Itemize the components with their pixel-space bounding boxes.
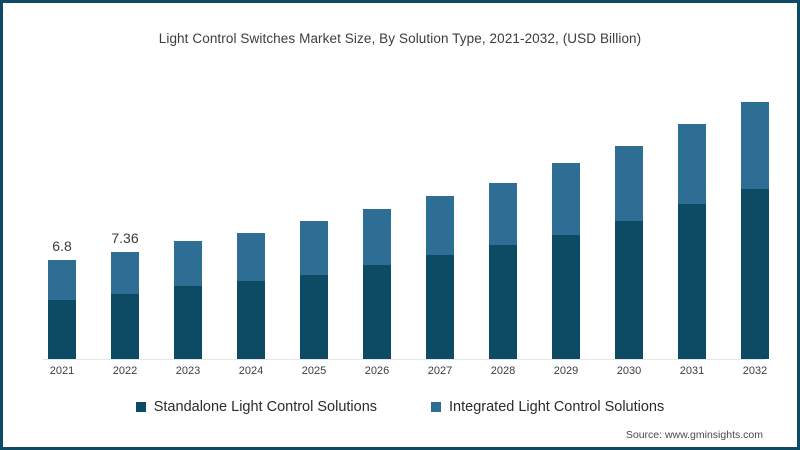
bar-segment-standalone-2029[interactable] (552, 234, 580, 359)
x-tick-2031: 2031 (679, 365, 705, 377)
bar-segment-standalone-2028[interactable] (489, 244, 517, 359)
bar-segment-integrated-2032[interactable] (741, 101, 769, 189)
x-tick-2021: 2021 (49, 365, 75, 377)
legend-swatch-integrated (431, 402, 442, 412)
bar-group-2022[interactable]: 7.36 (111, 230, 139, 359)
chart-legend: Standalone Light Control Solutions Integ… (3, 399, 797, 415)
bar-segment-integrated-2028[interactable] (489, 182, 517, 245)
x-tick-2027: 2027 (427, 365, 453, 377)
bar-segment-integrated-2026[interactable] (363, 208, 391, 265)
chart-title: Light Control Switches Market Size, By S… (158, 31, 642, 46)
bar-segment-integrated-2029[interactable] (552, 162, 580, 235)
x-tick-2024: 2024 (238, 365, 264, 377)
legend-item-integrated[interactable]: Integrated Light Control Solutions (431, 399, 664, 415)
bar-group-2023[interactable] (174, 240, 202, 359)
bar-segment-standalone-2031[interactable] (678, 203, 706, 359)
x-tick-2032: 2032 (742, 365, 768, 377)
bar-segment-standalone-2024[interactable] (237, 280, 265, 359)
bar-segment-integrated-2024[interactable] (237, 232, 265, 281)
bar-group-2029[interactable] (552, 162, 580, 359)
bar-group-2024[interactable] (237, 232, 265, 359)
bar-segment-standalone-2030[interactable] (615, 220, 643, 359)
x-tick-2028: 2028 (490, 365, 516, 377)
x-tick-2026: 2026 (364, 365, 390, 377)
x-axis-baseline (43, 359, 765, 360)
source-attribution: Source: www.gminsights.com (625, 429, 763, 441)
bar-group-2021[interactable]: 6.8 (48, 238, 76, 359)
bar-segment-integrated-2031[interactable] (678, 123, 706, 204)
bar-segment-standalone-2021[interactable] (48, 299, 76, 359)
bar-group-2027[interactable] (426, 195, 454, 359)
x-tick-2029: 2029 (553, 365, 579, 377)
bar-segment-standalone-2023[interactable] (174, 285, 202, 359)
legend-label-standalone: Standalone Light Control Solutions (153, 399, 378, 415)
bar-segment-standalone-2032[interactable] (741, 188, 769, 359)
x-tick-2023: 2023 (175, 365, 201, 377)
legend-item-standalone[interactable]: Standalone Light Control Solutions (135, 399, 378, 415)
bar-segment-integrated-2025[interactable] (300, 220, 328, 275)
bar-segment-integrated-2021[interactable] (48, 259, 76, 300)
bar-segment-integrated-2022[interactable] (111, 251, 139, 294)
bar-segment-standalone-2022[interactable] (111, 293, 139, 359)
bar-group-2026[interactable] (363, 208, 391, 359)
legend-label-integrated: Integrated Light Control Solutions (449, 399, 665, 415)
bar-group-2030[interactable] (615, 145, 643, 359)
bar-group-2032[interactable] (741, 101, 769, 359)
bar-segment-standalone-2025[interactable] (300, 274, 328, 359)
x-axis-tick-labels: 2021 2022 2023 2024 2025 2026 2027 2028 2029 2030… (43, 365, 768, 383)
bar-segment-integrated-2030[interactable] (615, 145, 643, 221)
plot-area: 6.8 7.36 (43, 73, 769, 359)
bar-segment-integrated-2027[interactable] (426, 195, 454, 255)
x-tick-2030: 2030 (616, 365, 642, 377)
x-tick-2022: 2022 (112, 365, 138, 377)
bar-value-label-2021: 6.8 (52, 237, 72, 254)
bar-segment-integrated-2023[interactable] (174, 240, 202, 286)
bar-group-2025[interactable] (300, 220, 328, 359)
x-tick-2025: 2025 (301, 365, 327, 377)
bar-group-2028[interactable] (489, 182, 517, 359)
bar-segment-standalone-2026[interactable] (363, 264, 391, 359)
bar-group-2031[interactable] (678, 123, 706, 359)
legend-swatch-standalone (135, 402, 146, 412)
bar-value-label-2022: 7.36 (111, 229, 139, 246)
bar-segment-standalone-2027[interactable] (426, 254, 454, 359)
